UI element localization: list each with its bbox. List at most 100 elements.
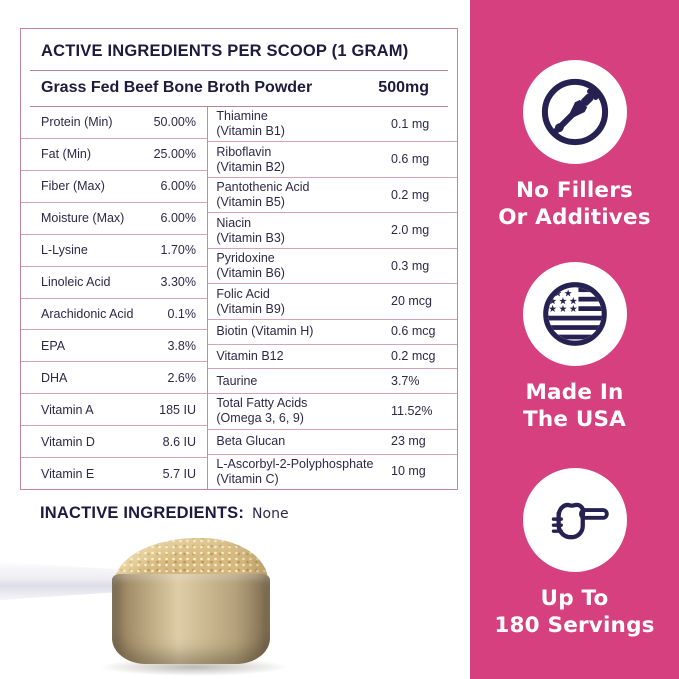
main-ingredient-row: Grass Fed Beef Bone Broth Powder 500mg (21, 71, 457, 106)
ingredient-name-line2: (Vitamin B6) (216, 266, 285, 281)
ingredient-value: 23 mg (391, 434, 426, 449)
ingredient-value: 6.00% (160, 211, 196, 226)
active-ingredients-panel: ACTIVE INGREDIENTS PER SCOOP (1 GRAM) Gr… (20, 28, 458, 490)
ingredient-name-line2: (Vitamin B2) (216, 159, 285, 174)
ingredient-name: Protein (Min) (41, 115, 113, 130)
ingredient-name: Fiber (Max) (41, 179, 105, 194)
ingredient-name: Total Fatty Acids (216, 396, 308, 411)
scoop-icon (551, 502, 609, 540)
badge-servings: Up To 180 Servings (470, 468, 679, 639)
badge-caption: No Fillers Or Additives (498, 178, 651, 230)
ingredient-name: Niacin (216, 215, 252, 230)
badge-caption: Made In The USA (522, 380, 627, 432)
ingredient-name-line2: (Vitamin B5) (216, 195, 285, 210)
ingredient-name: Beta Glucan (216, 434, 286, 449)
usa-flag-icon (542, 282, 607, 346)
divider (30, 106, 448, 107)
ingredient-row: Riboflavin (Vitamin B2) 0.6 mg (208, 142, 457, 178)
badge-circle (522, 468, 627, 572)
ingredients-right-column: Thiamine (Vitamin B1) 0.1 mg Riboflavin (Vi… (208, 107, 457, 489)
ingredient-name-line2: (Vitamin C) (216, 471, 279, 486)
ingredient-value: 11.52% (391, 403, 433, 418)
inactive-ingredients-value: None (252, 506, 289, 522)
ingredient-row: Fiber (Max) 6.00% (21, 171, 207, 203)
ingredient-name: EPA (41, 338, 66, 353)
ingredient-value: 20 mcg (391, 294, 432, 309)
ingredient-row: Vitamin A 185 IU (21, 394, 207, 427)
ingredient-row: Niacin (Vitamin B3) 2.0 mg (208, 213, 457, 249)
ingredient-name: Biotin (Vitamin H) (216, 324, 314, 339)
ingredient-value: 2.0 mg (391, 223, 430, 238)
ingredient-row: Pantothenic Acid (Vitamin B5) 0.2 mg (208, 178, 457, 214)
ingredient-name: Vitamin A (41, 402, 94, 417)
ingredient-name-line2: (Vitamin B1) (216, 124, 285, 139)
ingredient-row: Total Fatty Acids (Omega 3, 6, 9) 11.52% (208, 394, 457, 430)
ingredient-row: Linoleic Acid 3.30% (21, 267, 207, 299)
scoop-cup (112, 574, 270, 664)
inactive-ingredients-label: INACTIVE INGREDIENTS: (40, 504, 245, 522)
divider (30, 70, 448, 71)
ingredients-table: Protein (Min) 50.00% Fat (Min) 25.00% Fibe… (21, 107, 457, 489)
ingredient-row: DHA 2.6% (21, 362, 207, 395)
ingredient-name: Arachidonic Acid (41, 306, 134, 321)
ingredient-value: 6.00% (160, 179, 196, 194)
ingredient-name: Pyridoxine (216, 251, 275, 266)
feature-sidebar: No Fillers Or Additives (470, 0, 679, 679)
panel-title: ACTIVE INGREDIENTS PER SCOOP (1 GRAM) (41, 42, 409, 60)
ingredient-row: Vitamin B12 0.2 mcg (208, 345, 457, 370)
ingredient-name-line2: (Omega 3, 6, 9) (216, 411, 304, 426)
column-divider (207, 107, 209, 489)
badge-no-fillers: No Fillers Or Additives (470, 60, 679, 231)
ingredient-name-line2: (Vitamin B3) (216, 230, 285, 245)
ingredient-row: Pyridoxine (Vitamin B6) 0.3 mg (208, 249, 457, 285)
badge-caption: Up To 180 Servings (494, 586, 655, 638)
ingredient-row: Biotin (Vitamin H) 0.6 mcg (208, 320, 457, 345)
ingredient-name: Thiamine (216, 109, 268, 124)
ingredient-name: Vitamin E (41, 466, 95, 481)
ingredient-name: DHA (41, 370, 68, 385)
ingredient-name: Vitamin D (41, 434, 95, 449)
ingredient-name: Vitamin B12 (216, 349, 284, 364)
ingredient-name: Linoleic Acid (41, 275, 111, 290)
badge-made-in-usa: Made In The USA (470, 262, 679, 433)
ingredient-value: 0.6 mg (391, 152, 430, 167)
ingredient-value: 0.2 mg (391, 187, 430, 202)
ingredient-row: Fat (Min) 25.00% (21, 139, 207, 171)
ingredient-row: Arachidonic Acid 0.1% (21, 299, 207, 331)
ingredient-value: 0.1 mg (391, 116, 430, 131)
ingredient-value: 500mg (378, 79, 429, 96)
ingredient-value: 2.6% (167, 370, 197, 385)
ingredient-value: 3.30% (160, 275, 196, 290)
ingredient-row: Beta Glucan 23 mg (208, 430, 457, 455)
ingredient-value: 5.7 IU (162, 466, 196, 481)
ingredient-row: Vitamin E 5.7 IU (21, 458, 207, 489)
ingredient-row: L-Lysine 1.70% (21, 235, 207, 267)
ingredient-value: 50.00% (153, 115, 196, 130)
ingredient-value: 1.70% (160, 243, 196, 258)
ingredient-value: 3.7% (391, 373, 420, 388)
ingredient-name: Folic Acid (216, 286, 270, 301)
ingredient-name: Grass Fed Beef Bone Broth Powder (41, 79, 313, 96)
ingredients-left-column: Protein (Min) 50.00% Fat (Min) 25.00% Fibe… (21, 107, 207, 489)
ingredient-name: Pantothenic Acid (216, 180, 310, 195)
ingredient-row: Folic Acid (Vitamin B9) 20 mcg (208, 284, 457, 320)
ingredient-value: 0.2 mcg (391, 349, 436, 364)
ingredient-value: 0.6 mcg (391, 324, 436, 339)
no-fillers-dropper-icon (541, 78, 608, 146)
ingredient-value: 0.1% (167, 306, 197, 321)
inactive-ingredients-line: INACTIVE INGREDIENTS: None (40, 504, 289, 523)
ingredient-row: Moisture (Max) 6.00% (21, 203, 207, 235)
ingredient-value: 10 mg (391, 464, 426, 479)
ingredient-name: Taurine (216, 373, 258, 388)
ingredient-name: Fat (Min) (41, 147, 91, 162)
ingredient-row: EPA 3.8% (21, 330, 207, 363)
badge-circle (522, 60, 627, 164)
ingredient-row: L-Ascorbyl-2-Polyphosphate (Vitamin C) 10 … (208, 455, 457, 489)
ingredient-value: 3.8% (167, 338, 197, 353)
scoop-photo (0, 538, 340, 679)
ingredient-value: 8.6 IU (162, 434, 196, 449)
ingredient-name: Moisture (Max) (41, 211, 125, 226)
ingredient-row: Thiamine (Vitamin B1) 0.1 mg (208, 107, 457, 143)
ingredient-row: Taurine 3.7% (208, 369, 457, 395)
